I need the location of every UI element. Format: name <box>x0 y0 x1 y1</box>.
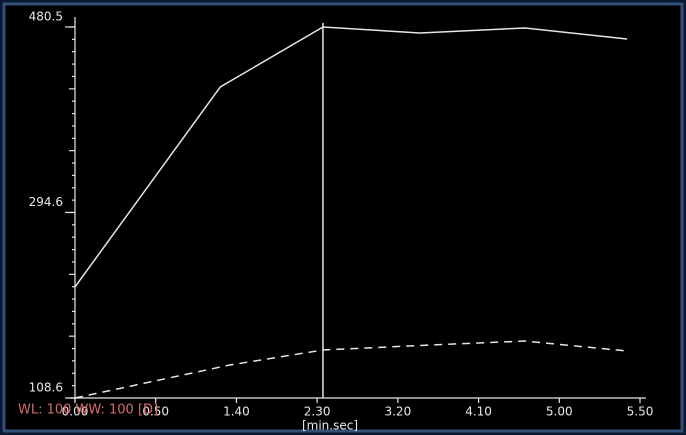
y-tick-label: 108.6 <box>29 381 63 395</box>
series-line <box>74 26 628 288</box>
x-tick-label: 2.30 <box>304 405 331 419</box>
y-tick-label: 294.6 <box>29 195 63 209</box>
x-tick-label: 1.40 <box>223 405 250 419</box>
x-tick-label: 5.50 <box>627 405 654 419</box>
x-tick-label: 3.20 <box>384 405 411 419</box>
x-tick-label: 4.10 <box>465 405 492 419</box>
x-tick-label: 0.00 <box>62 405 89 419</box>
x-axis-label: [min.sec] <box>302 419 358 433</box>
x-tick-label: 5.00 <box>546 405 573 419</box>
series-line <box>74 340 628 399</box>
y-tick-label: 480.5 <box>29 10 63 24</box>
window-level: WL: 100 WW: 100 [D] <box>18 403 158 418</box>
x-tick-label: 0.50 <box>142 405 169 419</box>
